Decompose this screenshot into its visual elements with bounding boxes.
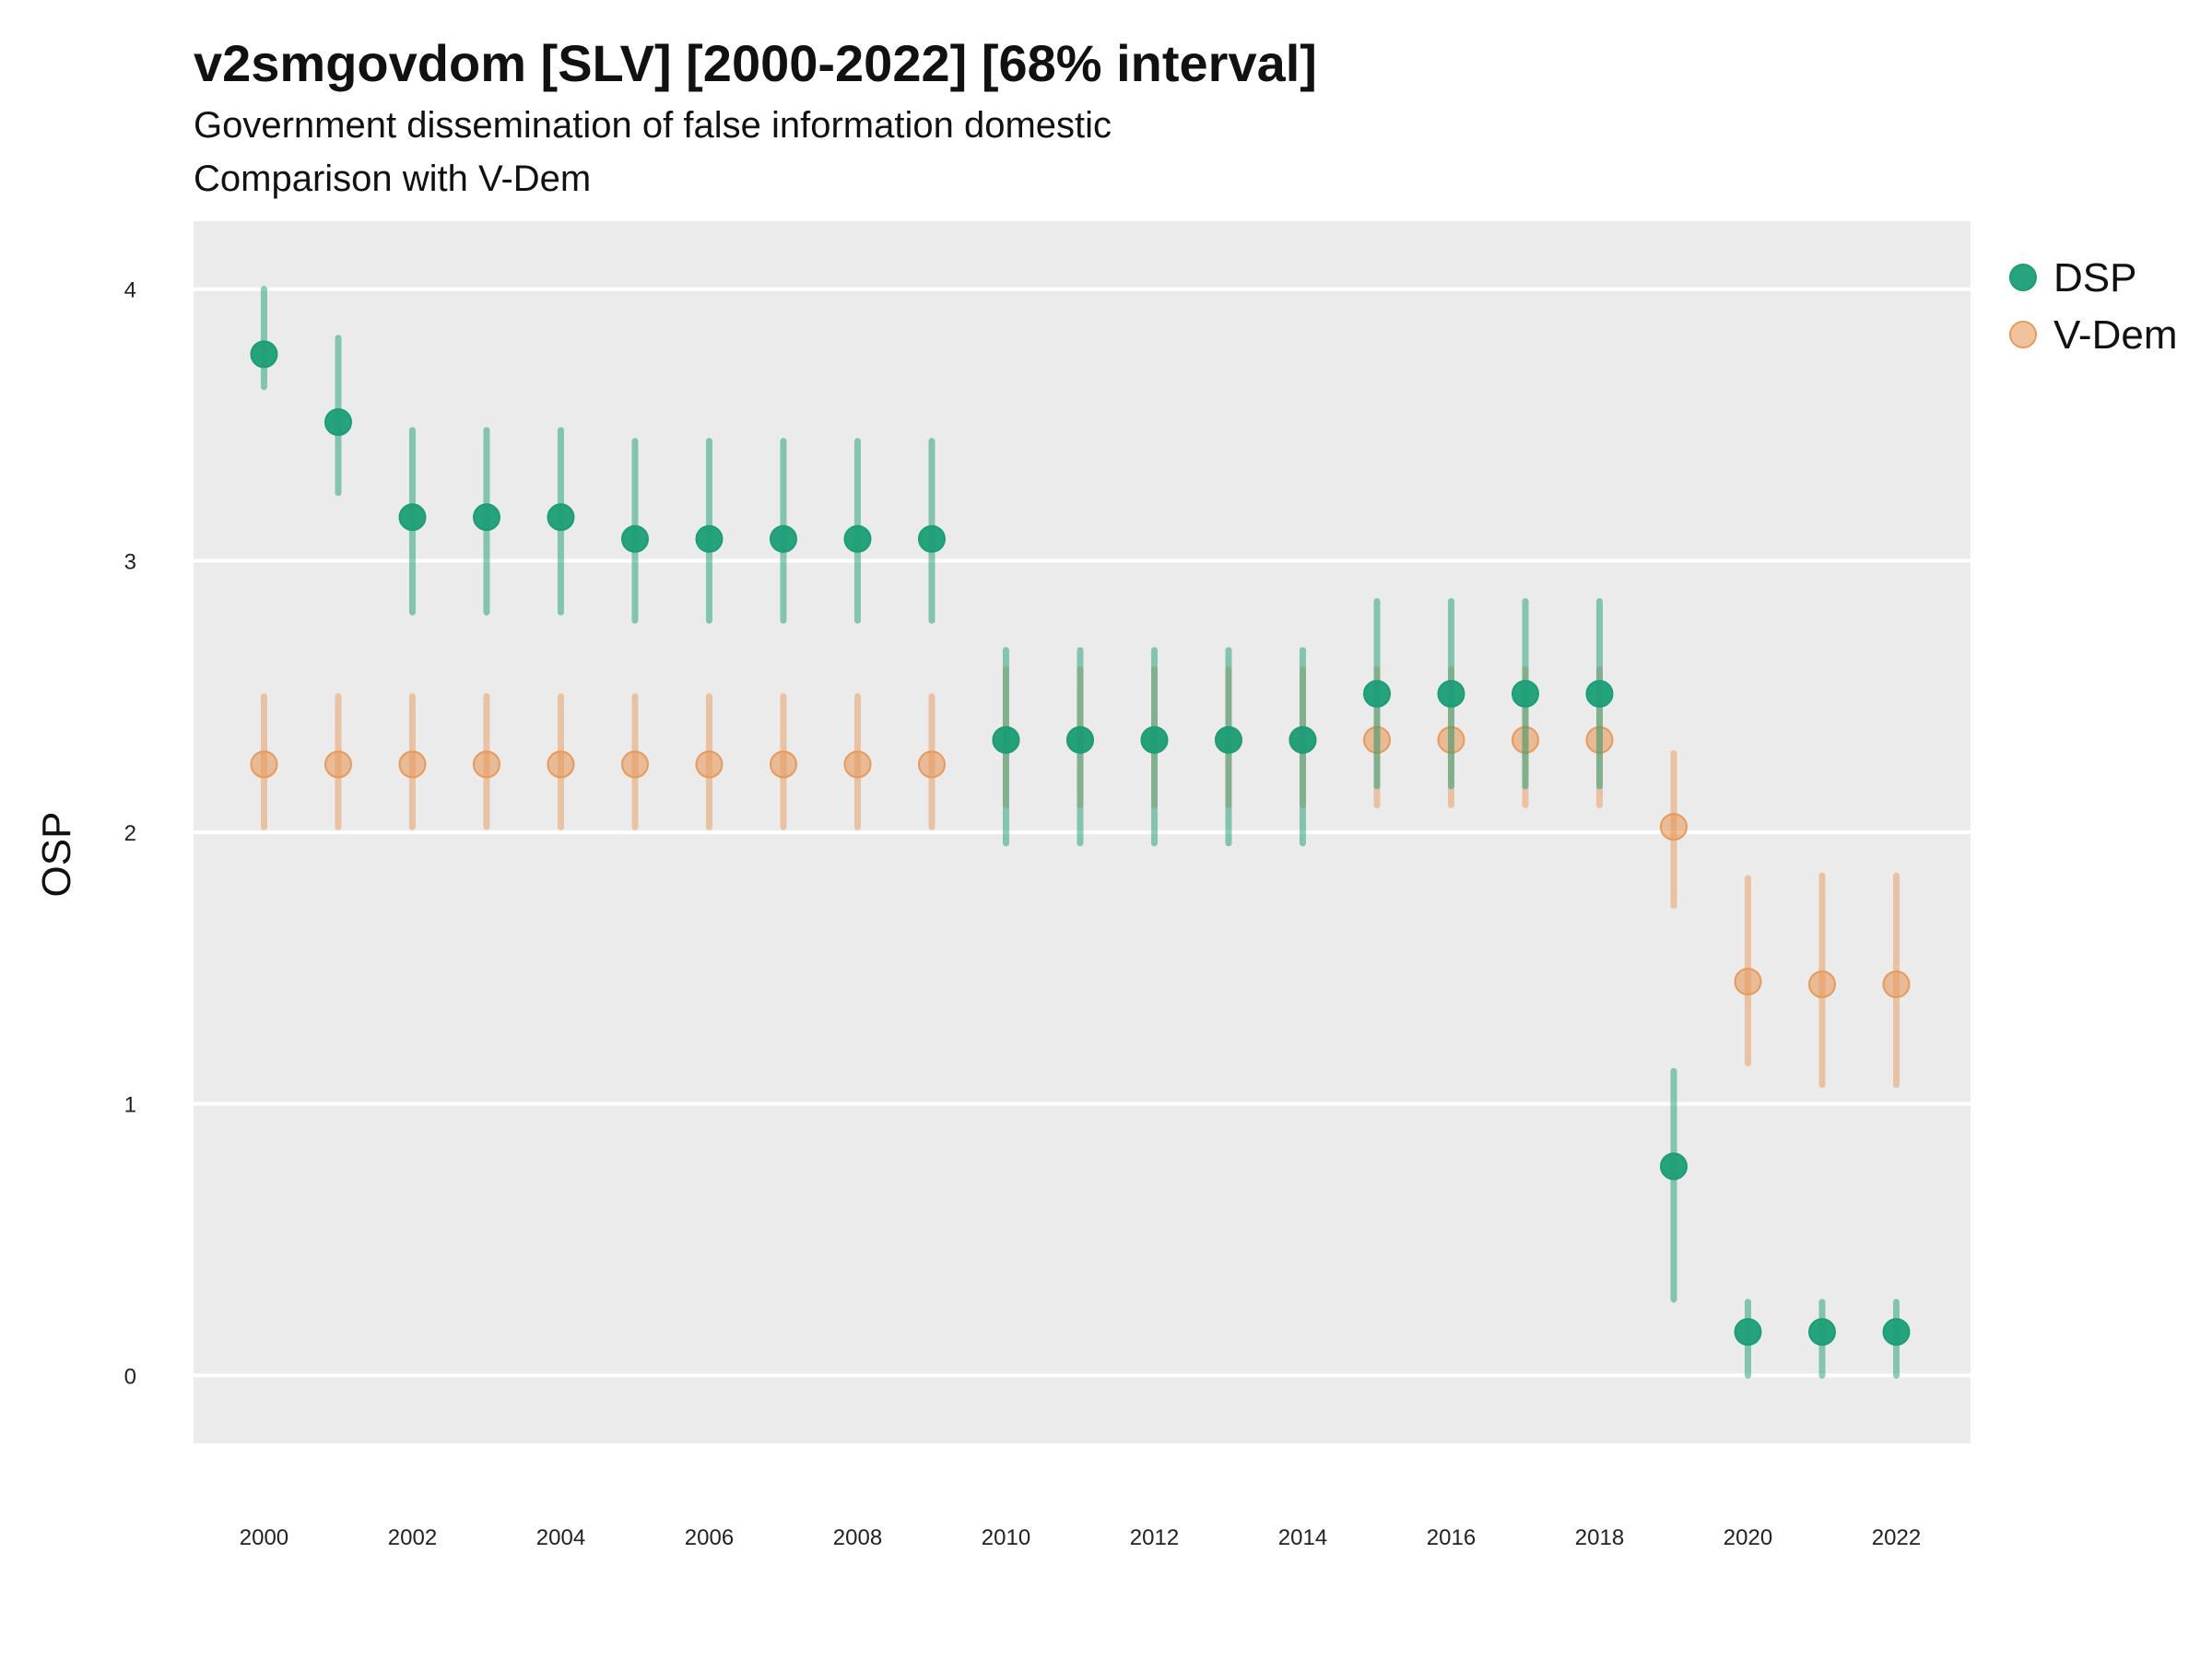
dsp-point bbox=[695, 524, 724, 553]
x-tick-label: 2002 bbox=[388, 1525, 437, 1550]
y-tick-label: 2 bbox=[124, 821, 136, 846]
legend: DSP V-Dem bbox=[2009, 255, 2177, 358]
y-tick-label: 3 bbox=[124, 549, 136, 574]
v-dem-point bbox=[620, 750, 649, 779]
y-tick-label: 0 bbox=[124, 1364, 136, 1389]
dsp-point bbox=[1511, 679, 1539, 708]
y-tick-label: 1 bbox=[124, 1093, 136, 1118]
dsp-point bbox=[1140, 725, 1169, 754]
x-tick-label: 2006 bbox=[685, 1525, 734, 1550]
dsp-point bbox=[1807, 1318, 1836, 1347]
v-dem-point bbox=[1807, 971, 1836, 999]
chart-subtitle: Government dissemination of false inform… bbox=[194, 105, 1112, 146]
dsp-point bbox=[547, 503, 575, 532]
v-dem-point bbox=[1734, 968, 1762, 996]
x-tick-label: 2010 bbox=[982, 1525, 1030, 1550]
chart-subtitle-comparison: Comparison with V-Dem bbox=[194, 159, 592, 199]
x-tick-labels: 2000 2002 2004 2006 2008 2010 2012 2014 2016 2018… bbox=[240, 1525, 1921, 1550]
v-dem-point bbox=[547, 750, 575, 779]
dsp-point bbox=[769, 524, 797, 553]
dsp-point bbox=[843, 524, 872, 553]
dsp-point bbox=[620, 524, 649, 553]
legend-label-dsp: DSP bbox=[2053, 255, 2136, 300]
x-tick-label: 2016 bbox=[1427, 1525, 1476, 1550]
dsp-point bbox=[1437, 679, 1465, 708]
legend-key-dsp bbox=[2009, 264, 2037, 291]
dsp-point bbox=[472, 503, 500, 532]
v-dem-point bbox=[1659, 813, 1688, 841]
x-tick-label: 2012 bbox=[1130, 1525, 1179, 1550]
y-axis-title: OSP bbox=[34, 812, 79, 898]
v-dem-point bbox=[695, 750, 724, 779]
y-tick-labels: 0 1 2 3 4 bbox=[124, 278, 136, 1390]
dsp-point bbox=[398, 503, 427, 532]
x-tick-label: 2020 bbox=[1724, 1525, 1772, 1550]
x-tick-label: 2014 bbox=[1278, 1525, 1327, 1550]
legend-label-v-dem: V-Dem bbox=[2053, 312, 2177, 358]
v-dem-point bbox=[324, 750, 352, 779]
dsp-point bbox=[1362, 679, 1391, 708]
series-layer bbox=[250, 286, 1911, 1379]
v-dem-point bbox=[398, 750, 427, 779]
x-tick-label: 2022 bbox=[1872, 1525, 1921, 1550]
dsp-point bbox=[324, 408, 352, 437]
v-dem-point bbox=[472, 750, 500, 779]
dsp-point bbox=[917, 524, 946, 553]
v-dem-point bbox=[769, 750, 797, 779]
dsp-point bbox=[1214, 725, 1242, 754]
dsp-point bbox=[1065, 725, 1094, 754]
x-tick-label: 2000 bbox=[240, 1525, 288, 1550]
dsp-point bbox=[1659, 1152, 1688, 1181]
dsp-point bbox=[1288, 725, 1317, 754]
x-tick-label: 2008 bbox=[833, 1525, 882, 1550]
x-tick-label: 2018 bbox=[1575, 1525, 1624, 1550]
dsp-point bbox=[1734, 1318, 1762, 1347]
v-dem-point bbox=[843, 750, 872, 779]
v-dem-point bbox=[917, 750, 946, 779]
y-tick-label: 4 bbox=[124, 278, 136, 303]
v-dem-point bbox=[1882, 971, 1911, 999]
chart-title: v2smgovdom [SLV] [2000-2022] [68% interv… bbox=[194, 34, 1317, 92]
dsp-point bbox=[1585, 679, 1614, 708]
dsp-point bbox=[992, 725, 1020, 754]
v-dem-point bbox=[250, 750, 278, 779]
legend-key-v-dem bbox=[2009, 321, 2037, 348]
dsp-point bbox=[1882, 1318, 1911, 1347]
x-tick-label: 2004 bbox=[536, 1525, 585, 1550]
dsp-point bbox=[250, 340, 278, 369]
